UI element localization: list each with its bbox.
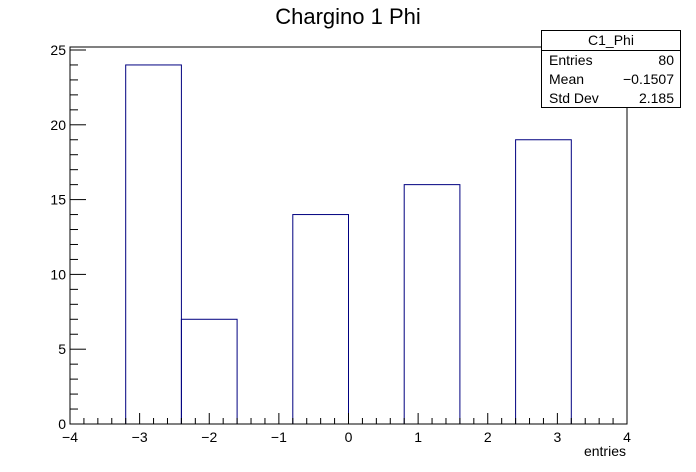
x-tick-label: 3 — [553, 429, 561, 445]
y-tick-label: 10 — [50, 266, 66, 282]
stats-row-mean: Mean −0.1507 — [542, 70, 680, 89]
stats-box: C1_Phi Entries 80 Mean −0.1507 Std Dev 2… — [541, 30, 681, 108]
y-tick-label: 20 — [50, 117, 66, 133]
x-axis: −4 −3 −2 −1 0 1 2 3 4 — [62, 413, 631, 445]
y-tick-label: 15 — [50, 192, 66, 208]
x-tick-label: −1 — [271, 429, 287, 445]
x-tick-label: 1 — [414, 429, 422, 445]
stats-entries-label: Entries — [549, 52, 593, 68]
histogram-bin-0 — [125, 64, 182, 425]
x-axis-label: entries — [583, 443, 626, 459]
histogram-bin-3 — [292, 214, 349, 425]
x-tick-label: 4 — [623, 429, 631, 445]
stats-name: C1_Phi — [542, 31, 680, 51]
stats-mean-label: Mean — [549, 71, 585, 87]
x-tick-label: 2 — [484, 429, 492, 445]
stats-stddev-label: Std Dev — [549, 90, 599, 106]
stats-row-stddev: Std Dev 2.185 — [542, 89, 680, 108]
stats-row-entries: Entries 80 — [542, 51, 680, 70]
x-tick-label: −4 — [62, 429, 78, 445]
x-tick-label: −3 — [132, 429, 148, 445]
histogram-bin-1 — [180, 318, 238, 425]
y-tick-label: 25 — [50, 42, 66, 58]
y-tick-label: 5 — [58, 341, 66, 357]
histogram-bin-5 — [403, 184, 461, 425]
stats-entries-value: 80 — [658, 52, 674, 68]
chart-title: Chargino 1 Phi — [275, 4, 421, 29]
y-axis: 0 5 10 15 20 25 — [50, 42, 86, 432]
stats-mean-value: −0.1507 — [623, 71, 674, 87]
histogram-bars — [125, 64, 572, 425]
histogram-bin-7 — [515, 139, 572, 425]
x-tick-label: −2 — [201, 429, 217, 445]
y-tick-label: 0 — [58, 416, 66, 432]
x-tick-label: 0 — [345, 429, 353, 445]
stats-stddev-value: 2.185 — [638, 90, 674, 106]
